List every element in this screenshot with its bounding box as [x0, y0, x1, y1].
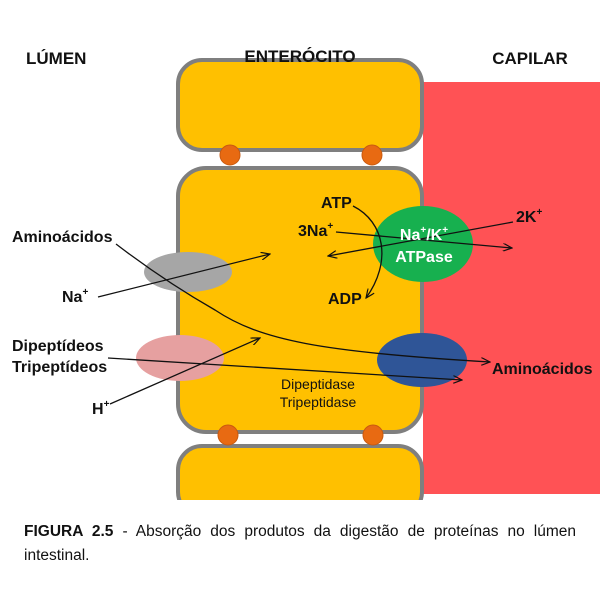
atp-label: ATP — [321, 195, 352, 212]
peptide-path-arrow — [107, 357, 462, 380]
basolateral-aminoacid-transporter — [377, 333, 467, 387]
pump-label-line1: Na+/K+ — [400, 225, 448, 244]
na-k-atpase-pump — [373, 206, 473, 282]
h-plus-label: H+ — [92, 399, 110, 418]
enterocyte-title: ENTERÓCITO — [244, 47, 355, 66]
three-na-label: 3Na+ — [298, 221, 333, 240]
na-entry-arrow — [97, 254, 270, 298]
aminoacids-right-label: Aminoácidos — [492, 361, 593, 378]
h-entry-arrow — [109, 338, 260, 405]
absorption-diagram: LÚMEN ENTERÓCITO CAPILAR Aminoácidos Na+… — [12, 47, 600, 500]
lumen-title: LÚMEN — [26, 49, 86, 68]
na-aminoacid-cotransporter — [144, 252, 232, 292]
aminoacids-left-label: Aminoácidos — [12, 229, 113, 246]
lower-enterocyte — [176, 444, 424, 500]
upper-enterocyte — [176, 58, 424, 152]
two-k-label: 2K+ — [516, 207, 542, 226]
figure-caption: FIGURA 2.5 - Absorção dos produtos da di… — [24, 520, 576, 568]
aminoacid-path-arrow — [115, 243, 490, 362]
pump-label-line2: ATPase — [395, 249, 453, 266]
capillary-region — [423, 82, 600, 494]
caption-label: FIGURA 2.5 — [24, 523, 114, 540]
na-efflux-arrow — [335, 231, 512, 248]
enzyme-line2: Tripeptidase — [280, 394, 357, 410]
dipeptides-label: Dipeptídeos — [12, 338, 104, 355]
tripeptides-label: Tripeptídeos — [12, 359, 107, 376]
enzyme-line1: Dipeptidase — [281, 376, 355, 392]
tight-junction-bottom-right — [362, 424, 384, 446]
peptide-h-cotransporter — [136, 335, 224, 381]
tight-junction-top-left — [219, 144, 241, 166]
main-enterocyte — [176, 166, 424, 434]
capillary-title: CAPILAR — [492, 49, 568, 68]
atp-hydrolysis-arrow — [352, 205, 383, 298]
tight-junction-bottom-left — [217, 424, 239, 446]
adp-label: ADP — [328, 291, 362, 308]
tight-junction-top-right — [361, 144, 383, 166]
na-left-label: Na+ — [62, 287, 88, 306]
caption-text: - Absorção dos produtos da digestão de p… — [24, 523, 576, 564]
k-influx-arrow — [328, 221, 514, 256]
